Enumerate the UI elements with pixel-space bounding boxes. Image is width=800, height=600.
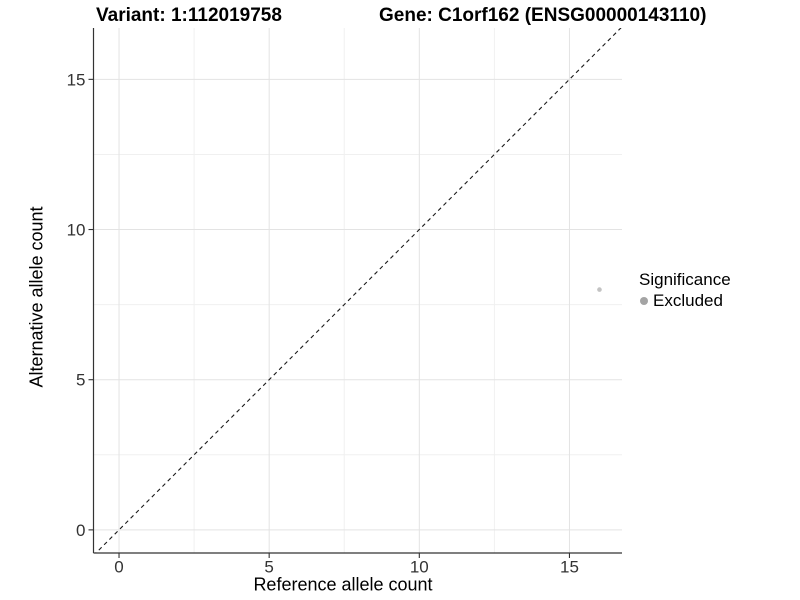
data-point	[597, 287, 602, 292]
y-tick-label: 10	[67, 221, 86, 240]
y-axis-title: Alternative allele count	[26, 206, 47, 388]
x-tick-label: 10	[410, 558, 429, 577]
x-tick-label: 15	[560, 558, 579, 577]
identity-reference-line	[95, 28, 622, 553]
x-axis-title: Reference allele count	[253, 574, 433, 595]
legend: Significance Excluded	[639, 270, 731, 310]
legend-item-excluded: Excluded	[639, 291, 731, 310]
y-tick-label: 15	[67, 70, 86, 89]
y-tick-label: 5	[76, 371, 85, 390]
x-tick-label: 0	[114, 558, 123, 577]
legend-key-dot-icon	[640, 296, 648, 305]
legend-item-label: Excluded	[653, 291, 723, 310]
y-tick-label: 0	[76, 521, 85, 540]
x-tick-label: 5	[264, 558, 273, 577]
plot-title-variant: Variant: 1:112019758	[96, 5, 282, 26]
plot-title-gene: Gene: C1orf162 (ENSG00000143110)	[379, 5, 707, 26]
legend-title: Significance	[639, 270, 731, 289]
